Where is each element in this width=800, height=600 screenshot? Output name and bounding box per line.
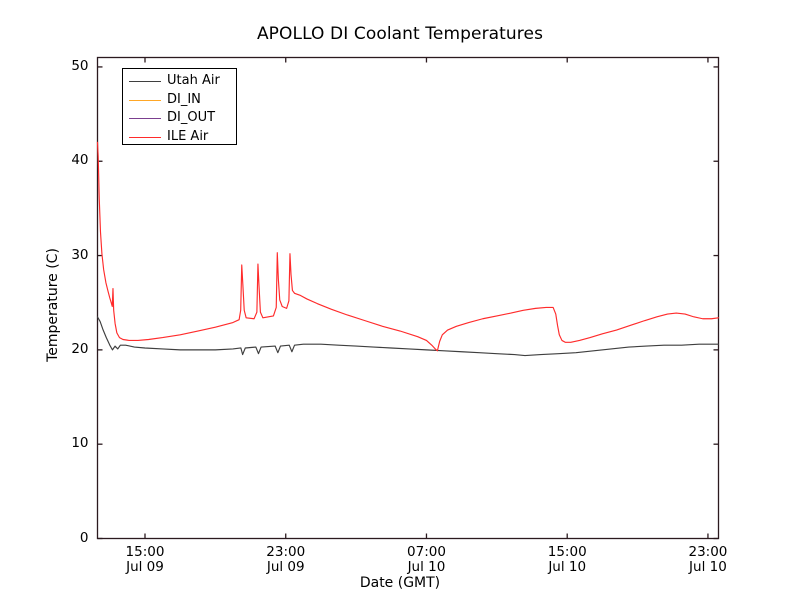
y-tick-label: 10	[71, 435, 89, 452]
legend-color-swatch	[129, 136, 161, 138]
chart-title: APOLLO DI Coolant Temperatures	[256, 24, 544, 44]
y-tick-label: 40	[71, 152, 89, 169]
x-tick-label: 23:00 Jul 10	[663, 543, 753, 575]
x-tick-label: 07:00 Jul 10	[381, 543, 471, 575]
x-tick-time: 23:00	[266, 543, 306, 560]
x-tick-date: Jul 09	[126, 558, 164, 575]
y-tick-label: 30	[71, 246, 89, 263]
x-tick-label: 23:00 Jul 09	[241, 543, 331, 575]
series-line-utah-air	[96, 316, 720, 357]
x-tick-time: 07:00	[407, 543, 446, 560]
legend-color-swatch	[129, 99, 161, 101]
legend-color-swatch	[129, 118, 161, 119]
x-tick-date: Jul 09	[266, 558, 305, 575]
legend-color-swatch	[129, 81, 161, 82]
x-tick-label: 15:00 Jul 10	[522, 543, 612, 575]
y-tick-label: 0	[79, 529, 89, 546]
legend-item-utah-air[interactable]: Utah Air	[123, 72, 238, 91]
x-tick-date: Jul 10	[689, 558, 727, 575]
x-tick-label: 15:00 Jul 09	[100, 543, 190, 575]
legend-item-di-in[interactable]: DI_IN	[123, 91, 238, 110]
y-tick-label: 50	[71, 57, 89, 74]
x-axis-label: Date (GMT)	[359, 575, 441, 591]
legend-item-di-out[interactable]: DI_OUT	[123, 109, 238, 128]
legend-item-label: DI_IN	[167, 91, 201, 107]
x-tick-time: 23:00	[688, 543, 728, 560]
legend-item-label: Utah Air	[167, 73, 220, 88]
plot-frame	[96, 56, 720, 540]
x-tick-date: Jul 10	[407, 558, 446, 575]
chart-legend: Utah Air DI_IN DI_OUT ILE Air	[122, 68, 237, 145]
x-tick-time: 15:00	[547, 543, 587, 560]
legend-item-label: DI_OUT	[167, 110, 216, 125]
series-line-ile-air	[96, 141, 720, 352]
y-axis-label: Temperature (C)	[45, 248, 61, 362]
legend-item-label: ILE Air	[167, 128, 209, 144]
x-tick-date: Jul 10	[548, 558, 587, 575]
x-tick-time: 15:00	[125, 543, 165, 560]
legend-item-ile-air[interactable]: ILE Air	[123, 128, 238, 147]
y-tick-label: 20	[71, 340, 89, 357]
